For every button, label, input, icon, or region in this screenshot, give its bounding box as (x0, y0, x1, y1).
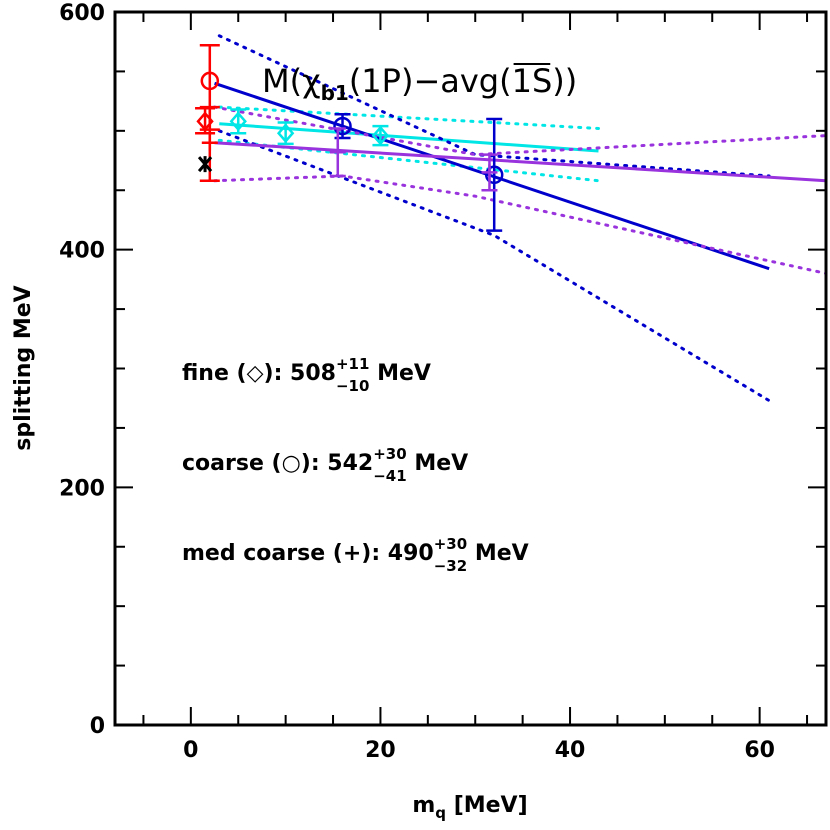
extrapolated-plus-point (201, 134, 218, 151)
diamond-point (371, 125, 390, 146)
axis-ticks (115, 11, 826, 726)
data-layer (195, 34, 826, 403)
circle-band-lower (217, 129, 771, 403)
circle-point (333, 116, 352, 136)
diamond-point (229, 111, 247, 132)
x-tick-label: 40 (555, 738, 586, 763)
circle-fit-line (214, 81, 770, 271)
x-axis-label: mq [MeV] (412, 793, 527, 822)
plus-point (329, 144, 346, 161)
diamond-point (276, 123, 295, 144)
circle-point (484, 165, 504, 185)
plus-band-lower (213, 174, 826, 275)
y-axis-label: splitting MeV (11, 285, 36, 450)
annotations: fine (◇): 508+11 −10 MeV coarse (○): 542+… (182, 355, 529, 575)
extrapolated-circle-point (200, 71, 220, 91)
annotation-med-coarse: med coarse (+): 490+30 −32 MeV (182, 535, 529, 575)
annotation-coarse: coarse (○): 542+30 −41 MeV (182, 445, 468, 485)
y-tick-label: 400 (59, 239, 105, 264)
y-tick-label: 200 (59, 476, 105, 501)
circle-error-bar (486, 117, 503, 232)
x-tick-label: 60 (744, 738, 775, 763)
x-tick-label: 0 (183, 738, 198, 763)
circle-band-upper (217, 34, 771, 178)
plus-fit-line (214, 141, 826, 183)
diamond-band-upper (217, 105, 600, 130)
chart-title: M(χb1(1P)−avg(1S)) (262, 62, 577, 105)
y-tick-label: 0 (90, 714, 105, 739)
y-tick-label: 600 (59, 1, 105, 26)
x-tick-label: 20 (365, 738, 396, 763)
plus-point (481, 164, 498, 181)
annotation-fine: fine (◇): 508+11 −10 MeV (182, 355, 431, 395)
experiment-point (197, 156, 213, 173)
